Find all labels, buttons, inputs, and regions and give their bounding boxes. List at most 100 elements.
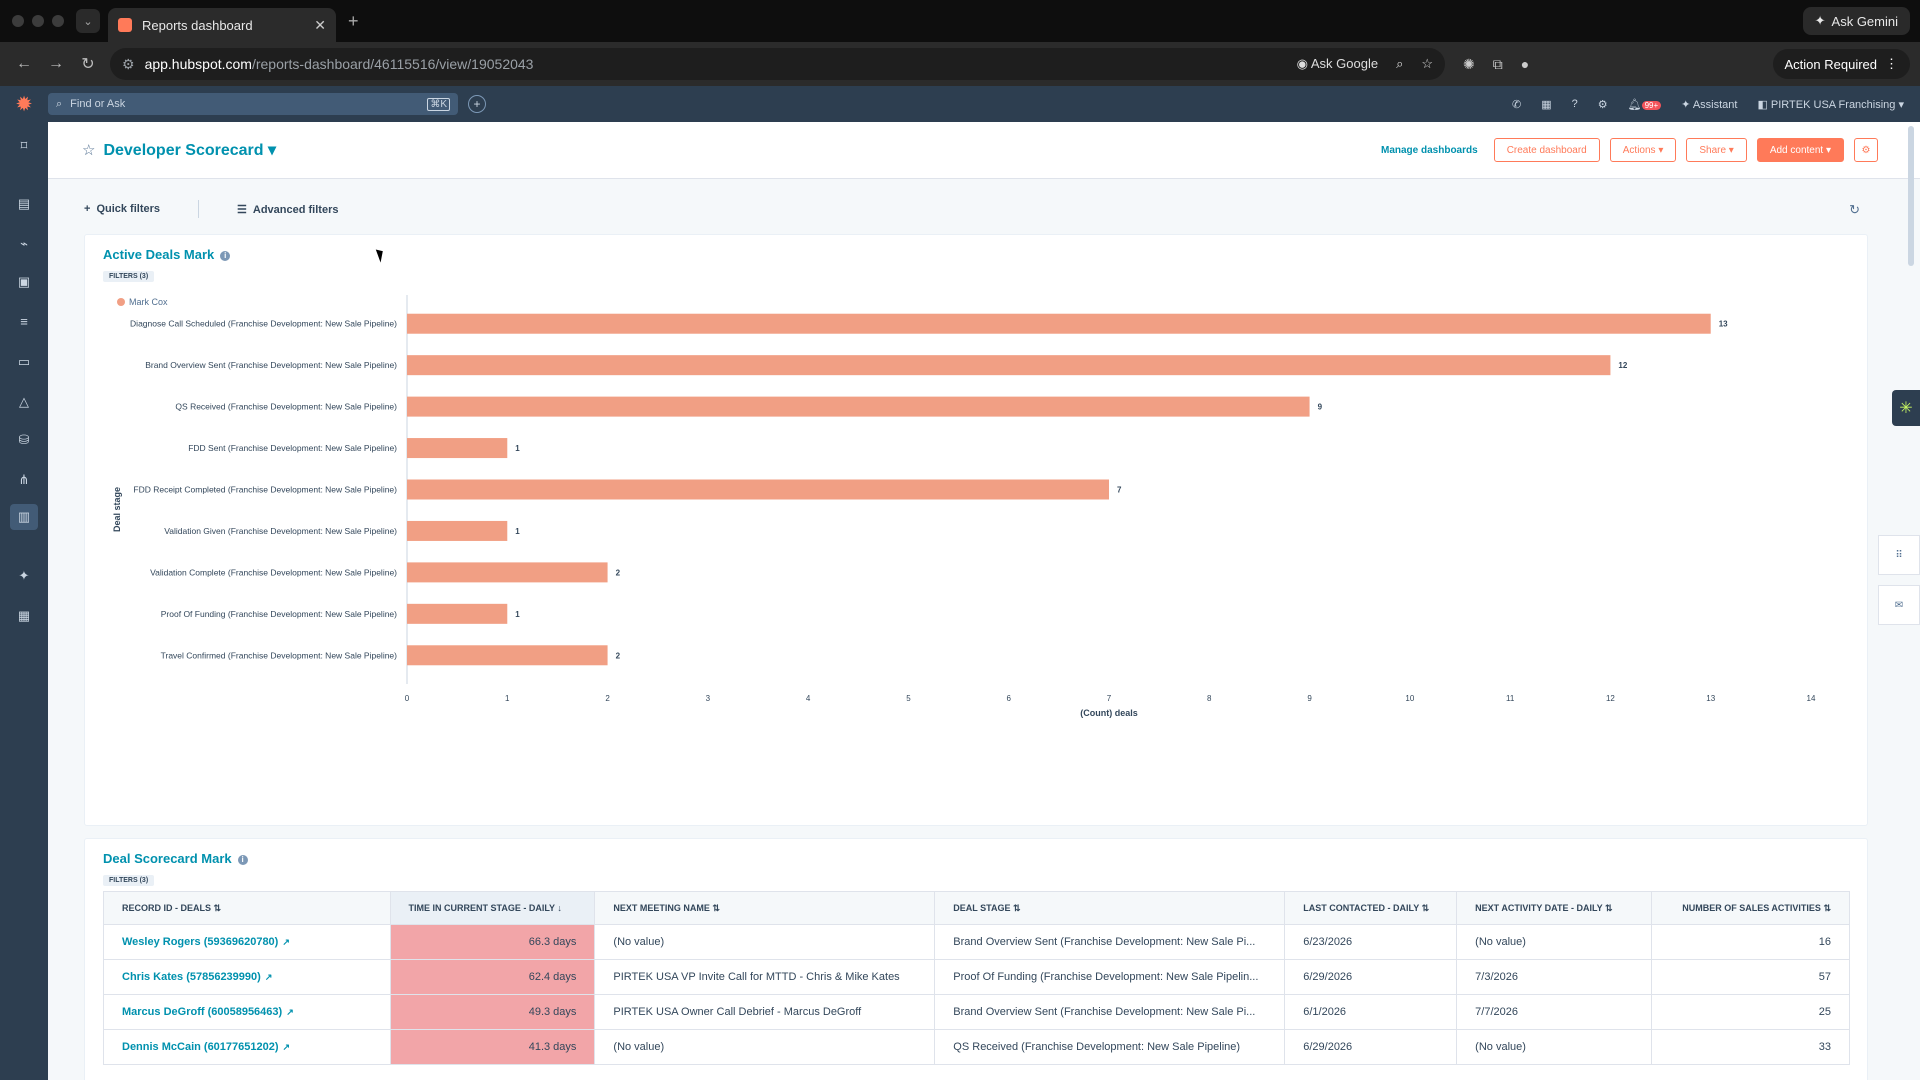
deal-stage-cell: Brand Overview Sent (Franchise Developme…	[934, 994, 1286, 1030]
chart-card-title[interactable]: Active Deals Mark i	[103, 247, 231, 262]
contacts-icon[interactable]: ▤	[17, 196, 31, 211]
service-icon[interactable]: △	[19, 394, 29, 409]
zoom-icon[interactable]: ⌕	[1396, 56, 1404, 71]
commerce-icon[interactable]: ≡	[20, 314, 28, 329]
record-link[interactable]: Marcus DeGroff (60058956463) ↗	[103, 994, 391, 1030]
marketing-icon[interactable]: ⌁	[20, 236, 28, 251]
profile-avatar[interactable]: ●	[1520, 55, 1530, 72]
main-content: ☆ Developer Scorecard ▾ Manage dashboard…	[48, 122, 1920, 1080]
bar[interactable]	[407, 438, 508, 459]
column-header[interactable]: RECORD ID - DEALS ⇅	[103, 891, 391, 925]
close-tab-icon[interactable]: ✕	[314, 16, 326, 33]
filters-tag[interactable]: FILTERS (3)	[103, 271, 155, 282]
assistant-button[interactable]: ✦ Assistant	[1681, 98, 1738, 111]
reporting-icon[interactable]: ▥	[10, 504, 38, 530]
forward-icon[interactable]: →	[48, 55, 64, 72]
sparkle-icon: ✦	[1681, 98, 1693, 111]
column-header[interactable]: NEXT MEETING NAME ⇅	[594, 891, 936, 925]
manage-dashboards-link[interactable]: Manage dashboards	[1380, 144, 1478, 156]
tab-search-icon[interactable]: ⌄	[76, 9, 100, 33]
site-info-icon[interactable]: ⚙	[122, 55, 135, 72]
ask-gemini-button[interactable]: ✦ Ask Gemini	[1802, 7, 1910, 35]
filters-tag[interactable]: FILTERS (3)	[103, 875, 155, 886]
back-icon[interactable]: ←	[16, 55, 32, 72]
new-tab-icon[interactable]: +	[348, 10, 359, 31]
actions-dropdown[interactable]: Actions ▾	[1609, 138, 1677, 162]
browser-tab[interactable]: Reports dashboard ✕	[108, 8, 336, 42]
action-required-button[interactable]: Action Required ⋮	[1772, 49, 1910, 79]
minimize-window-button[interactable]	[32, 15, 44, 27]
create-new-icon[interactable]: +	[468, 95, 486, 113]
column-header-sorted[interactable]: TIME IN CURRENT STAGE - DAILY ↓	[389, 891, 596, 925]
scrollbar[interactable]	[1908, 126, 1914, 266]
bar[interactable]	[407, 603, 508, 624]
account-menu[interactable]: ◧ PIRTEK USA Franchising ▾	[1757, 98, 1904, 111]
column-header[interactable]: NEXT ACTIVITY DATE - DAILY ⇅	[1456, 891, 1653, 925]
dashboard-title-dropdown[interactable]: Developer Scorecard ▾	[103, 142, 277, 159]
data-management-icon[interactable]: ⛁	[18, 432, 30, 447]
google-lens-icon: ◉	[1296, 56, 1311, 71]
add-content-button[interactable]: Add content ▾	[1756, 138, 1844, 162]
help-icon[interactable]: ?	[1571, 98, 1578, 110]
advanced-filters-button[interactable]: ☰ Advanced filters	[237, 203, 339, 216]
automation-icon[interactable]: ⋔	[18, 472, 30, 487]
drag-handle-icon[interactable]: ⠿	[1878, 535, 1920, 575]
external-link-icon[interactable]: ↗	[282, 937, 290, 947]
share-dropdown[interactable]: Share ▾	[1686, 138, 1747, 162]
table-card-title[interactable]: Deal Scorecard Mark i	[103, 851, 248, 866]
info-icon[interactable]: i	[237, 854, 248, 865]
extension-icon[interactable]: ✺	[1463, 55, 1475, 72]
breeze-sparkle-icon[interactable]: ✳	[1892, 390, 1920, 426]
external-link-icon[interactable]: ↗	[286, 1007, 294, 1017]
bar[interactable]	[407, 520, 508, 541]
next-activity-cell: 7/3/2026	[1456, 959, 1653, 995]
bar[interactable]	[407, 479, 1109, 500]
record-link[interactable]: Wesley Rogers (59369620780) ↗	[103, 924, 391, 960]
kebab-menu-icon[interactable]: ⋮	[1885, 56, 1898, 71]
quick-filters-button[interactable]: + Quick filters	[84, 203, 161, 215]
column-header[interactable]: LAST CONTACTED - DAILY ⇅	[1284, 891, 1458, 925]
sales-icon[interactable]: ▭	[17, 354, 31, 369]
refresh-icon[interactable]: ↻	[1849, 202, 1860, 217]
column-header[interactable]: DEAL STAGE ⇅	[934, 891, 1286, 925]
chart-legend[interactable]: Mark Cox	[117, 297, 168, 307]
close-window-button[interactable]	[12, 15, 24, 27]
info-icon[interactable]: i	[220, 250, 231, 261]
bar[interactable]	[407, 645, 608, 666]
x-tick-label: 11	[1506, 694, 1515, 703]
marketplace-icon[interactable]: ▦	[1541, 98, 1552, 111]
bar[interactable]	[407, 396, 1310, 417]
x-tick-label: 13	[1706, 694, 1715, 703]
maximize-window-button[interactable]	[52, 15, 64, 27]
y-tick-label: Brand Overview Sent (Franchise Developme…	[145, 360, 397, 370]
search-input[interactable]: ⌕ Find or Ask ⌘K	[48, 93, 458, 115]
external-link-icon[interactable]: ↗	[264, 972, 273, 982]
external-link-icon[interactable]: ↗	[282, 1042, 291, 1052]
hubspot-logo-icon[interactable]: ✹	[16, 93, 32, 114]
notifications-bell-icon[interactable]: 🔔︎ 99+	[1628, 98, 1662, 111]
bookmark-star-icon[interactable]: ☆	[1421, 56, 1433, 71]
settings-icon[interactable]: ⚙	[1854, 138, 1878, 162]
chat-icon[interactable]: ✉	[1878, 585, 1920, 625]
phone-icon[interactable]: ✆	[1511, 98, 1522, 111]
address-bar[interactable]: ⚙ app.hubspot.com /reports-dashboard/461…	[110, 48, 1445, 80]
reload-icon[interactable]: ↻	[81, 56, 95, 73]
table-row: Chris Kates (57856239990) ↗ 62.4 days PIR…	[103, 959, 1850, 995]
bar[interactable]	[407, 313, 1711, 334]
bar[interactable]	[407, 562, 608, 583]
ask-google-button[interactable]: ◉ Ask Google	[1296, 56, 1379, 71]
bookmark-icon[interactable]: ⌑	[20, 138, 28, 153]
create-dashboard-button[interactable]: Create dashboard	[1493, 138, 1600, 162]
apps-icon[interactable]: ▦	[17, 608, 31, 623]
content-icon[interactable]: ▣	[17, 274, 31, 289]
settings-gear-icon[interactable]: ⚙	[1597, 98, 1608, 111]
breeze-icon[interactable]: ✦	[18, 568, 30, 583]
puzzle-icon[interactable]: ⧉	[1492, 55, 1503, 72]
x-tick-label: 2	[605, 694, 610, 703]
browser-toolbar: ← → ↻ ⚙ app.hubspot.com /reports-dashboa…	[0, 42, 1920, 86]
record-link[interactable]: Dennis McCain (60177651202) ↗	[103, 1029, 391, 1065]
bar[interactable]	[407, 355, 1611, 376]
favorite-star-icon[interactable]: ☆	[82, 142, 96, 159]
record-link[interactable]: Chris Kates (57856239990) ↗	[103, 959, 391, 995]
column-header[interactable]: NUMBER OF SALES ACTIVITIES ⇅	[1651, 891, 1850, 925]
